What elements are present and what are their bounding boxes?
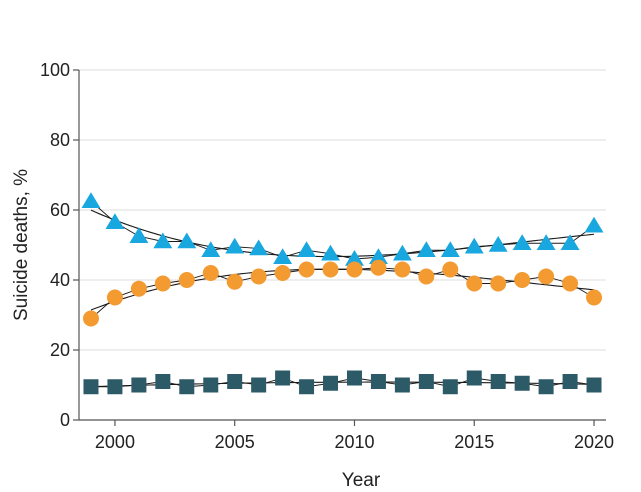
data-series <box>81 192 604 395</box>
series-square-point-2000 <box>107 379 123 395</box>
series-triangle-point-2018 <box>536 234 556 250</box>
series-circle-point-2020 <box>586 289 603 306</box>
series-triangle-point-1999 <box>81 192 101 208</box>
series-circle-point-2009 <box>322 261 339 278</box>
series-square-point-2008 <box>299 379 315 395</box>
series-triangle-point-2000 <box>105 213 125 229</box>
series-triangle-point-2006 <box>249 239 269 256</box>
series-circle-point-2015 <box>466 275 483 292</box>
x-tick-label-2005: 2005 <box>215 432 255 452</box>
series-circle-point-2016 <box>490 275 507 292</box>
series-triangle-point-2020 <box>584 216 604 233</box>
series-square-point-2004 <box>203 377 219 393</box>
series-square-point-1999 <box>83 379 99 395</box>
trend-lines <box>90 200 595 388</box>
series-square-point-2013 <box>418 374 434 389</box>
series-triangle-point-2008 <box>297 241 317 257</box>
series-circle-point-2004 <box>202 265 219 281</box>
series-square-point-2007 <box>275 370 291 386</box>
series-triangle <box>81 192 604 266</box>
y-tick-label-60: 60 <box>50 200 70 220</box>
series-circle-point-2013 <box>418 268 435 285</box>
series-circle-point-1999 <box>82 310 99 327</box>
series-triangle-point-2017 <box>512 234 532 250</box>
series-square-point-2014 <box>442 379 458 395</box>
series-triangle-data-line <box>90 200 595 260</box>
y-tick-label-20: 20 <box>50 340 70 360</box>
series-triangle-point-2013 <box>416 241 436 257</box>
x-tick-label-2010: 2010 <box>334 432 374 452</box>
series-circle-point-2002 <box>154 275 171 292</box>
series-triangle-point-2002 <box>153 232 173 249</box>
series-square-point-2012 <box>394 377 410 393</box>
series-square-point-2005 <box>227 374 243 389</box>
series-triangle-point-2001 <box>129 227 149 243</box>
series-square-point-2017 <box>514 375 530 391</box>
x-tick-label-2000: 2000 <box>95 432 135 452</box>
series-circle-point-2011 <box>370 259 387 276</box>
series-square-point-2001 <box>131 377 147 393</box>
series-square-point-2003 <box>179 379 195 395</box>
series-triangle-point-2004 <box>201 241 221 257</box>
series-square-point-2020 <box>586 377 602 393</box>
series-circle-point-2000 <box>106 289 123 306</box>
series-circle-point-2005 <box>226 273 243 290</box>
axes <box>73 69 606 426</box>
series-triangle-point-2003 <box>177 232 197 249</box>
tick-labels: 0 20 40 60 80 100 2000 2005 2010 2015 2020 <box>40 60 614 452</box>
series-triangle-point-2007 <box>273 248 293 264</box>
series-triangle-point-2012 <box>392 244 412 261</box>
gridlines <box>79 69 606 351</box>
series-circle-point-2019 <box>562 275 579 292</box>
series-circle-point-2003 <box>178 272 195 288</box>
series-square-point-2010 <box>346 370 362 386</box>
series-triangle-point-2015 <box>464 237 484 254</box>
series-triangle-point-2019 <box>560 234 580 250</box>
series-circle-point-2017 <box>514 272 531 288</box>
series-circle-point-2007 <box>274 265 291 281</box>
series-square-point-2002 <box>155 374 171 389</box>
series-circle-data-line <box>90 267 595 319</box>
series-triangle-point-2016 <box>488 236 508 252</box>
y-tick-label-100: 100 <box>40 60 70 80</box>
x-axis-title: Year <box>342 470 381 491</box>
x-tick-label-2015: 2015 <box>454 432 494 452</box>
series-circle <box>82 259 603 327</box>
y-axis-title: Suicide deaths, % <box>11 169 32 321</box>
series-square-point-2019 <box>562 374 578 389</box>
series-circle-point-2001 <box>130 280 147 297</box>
series-circle-point-2012 <box>394 261 411 278</box>
series-circle-point-2014 <box>442 261 459 278</box>
series-square-data-line <box>90 377 595 388</box>
series-circle-point-2018 <box>538 268 555 285</box>
series-square-point-2006 <box>251 377 267 393</box>
series-circle-point-2008 <box>298 261 315 278</box>
y-tick-label-40: 40 <box>50 270 70 290</box>
series-square-point-2011 <box>370 374 386 389</box>
series-square-point-2009 <box>323 375 339 391</box>
y-tick-label-0: 0 <box>60 410 70 430</box>
series-square-point-2015 <box>466 370 482 386</box>
series-square-point-2016 <box>490 374 506 389</box>
series-circle-point-2006 <box>250 268 267 285</box>
series-triangle-point-2014 <box>440 241 460 257</box>
series-triangle-point-2010 <box>345 250 364 266</box>
series-triangle-point-2005 <box>225 237 245 254</box>
series-triangle-point-2009 <box>321 244 340 261</box>
x-tick-label-2020: 2020 <box>574 432 614 452</box>
y-tick-label-80: 80 <box>50 130 70 150</box>
series-triangle-point-2011 <box>368 248 388 264</box>
series-square <box>83 370 602 395</box>
series-square-point-2018 <box>538 379 554 395</box>
series-circle-point-2010 <box>346 261 363 278</box>
